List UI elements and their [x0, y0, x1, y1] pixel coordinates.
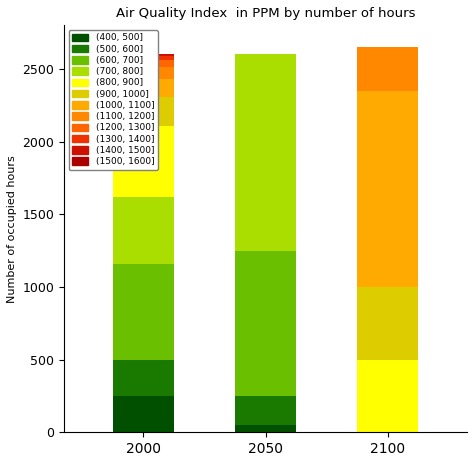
Bar [235, 396, 296, 425]
Legend: (400, 500], (500, 600], (600, 700], (700, 800], (800, 900], (900, 1000], (1000, : (400, 500], (500, 600], (600, 700], (700… [69, 30, 158, 170]
Bar [357, 47, 418, 91]
Bar [235, 425, 296, 432]
Y-axis label: Number of occupied hours: Number of occupied hours [7, 155, 17, 303]
Bar [113, 396, 174, 432]
Bar [113, 56, 174, 60]
Bar [113, 60, 174, 68]
Bar [235, 54, 296, 250]
Bar [357, 287, 418, 360]
Bar [113, 68, 174, 79]
Bar [113, 96, 174, 125]
Bar [113, 197, 174, 264]
Bar [113, 360, 174, 396]
Bar [113, 125, 174, 197]
Title: Air Quality Index  in PPM by number of hours: Air Quality Index in PPM by number of ho… [116, 7, 415, 20]
Bar [113, 264, 174, 360]
Bar [113, 79, 174, 96]
Bar [235, 250, 296, 396]
Bar [357, 360, 418, 432]
Bar [113, 54, 174, 56]
Bar [357, 91, 418, 287]
